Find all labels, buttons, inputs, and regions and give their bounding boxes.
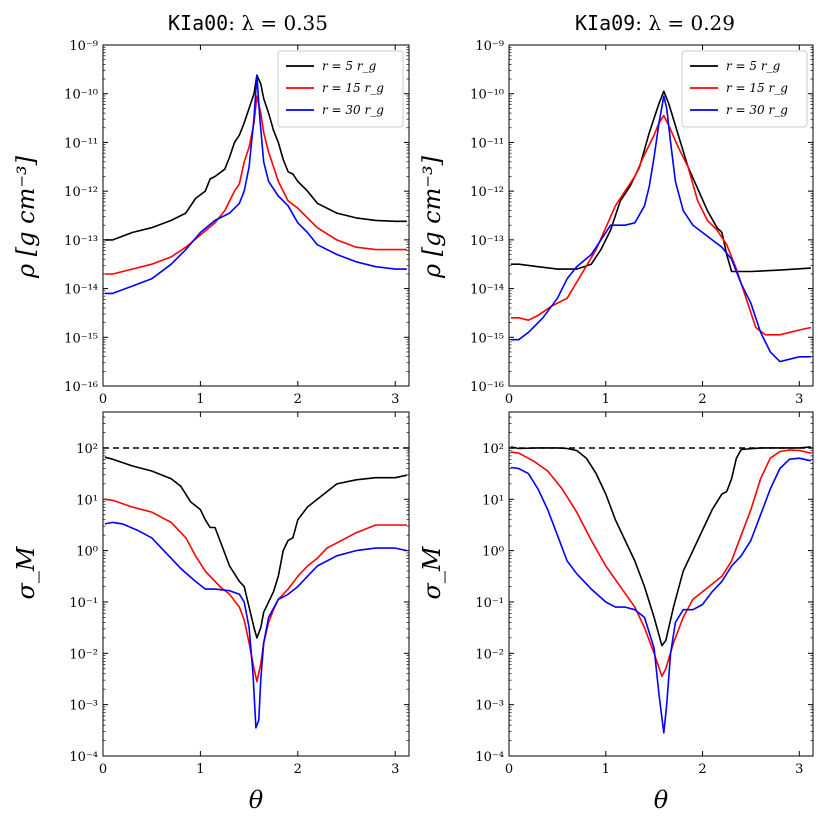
y-tick-label: 10⁻¹¹: [470, 136, 504, 151]
y-tick-label: 10⁻¹¹: [64, 136, 98, 151]
y-tick-label: 10⁻¹: [69, 596, 98, 611]
y-tick-label: 10⁻¹³: [470, 234, 504, 249]
y-tick-label: 10¹: [482, 493, 504, 508]
y-tick-label: 10⁻¹⁵: [64, 331, 98, 346]
x-tick-label: 2: [698, 392, 706, 407]
y-tick-label: 10²: [482, 442, 504, 457]
title-kia09: KIa09: λ = 0.29: [575, 11, 735, 35]
y-tick-label: 10⁻¹⁴: [64, 283, 98, 298]
legend-label-2: r = 30 r_g: [726, 103, 788, 117]
legend-box: [681, 50, 808, 128]
y-tick-label: 10⁻¹³: [64, 234, 98, 249]
series-line-0: [510, 446, 811, 647]
series-line-1: [510, 449, 812, 678]
x-tick-label: 0: [99, 392, 107, 407]
series-line-1: [104, 498, 407, 683]
panel-sigma-kia00: 10⁻⁴ 10⁻³ 10⁻² 10⁻¹ 10⁰ 10¹ 10² 0 1 2 3: [69, 411, 410, 777]
ylabel-sigma-right: σ_M: [418, 545, 446, 599]
plot-frame: [102, 411, 410, 757]
panel-density-kia09: 10⁻¹⁶ 10⁻¹⁵ 10⁻¹⁴ 10⁻¹³ 10⁻¹² 10⁻¹¹ 10⁻¹⁰ 10⁻⁹ 0…: [470, 39, 814, 407]
y-tick-label: 10⁻¹⁵: [470, 331, 504, 346]
plot-frame: [102, 44, 410, 387]
legend: r = 5 r_gr = 15 r_gr = 30 r_g: [277, 50, 404, 128]
series-line-0: [510, 90, 811, 273]
x-tick-label: 0: [99, 762, 107, 777]
y-tick-label: 10⁻¹⁶: [64, 380, 98, 395]
title-kia00: KIa00: λ = 0.35: [168, 11, 328, 35]
y-tick-label: 10⁻⁹: [475, 39, 504, 54]
legend-box: [277, 50, 404, 128]
ylabel-density-left: ρ [g cm⁻³]: [12, 155, 40, 279]
x-tick-label: 3: [391, 392, 399, 407]
x-tick-label: 0: [505, 392, 513, 407]
y-tick-label: 10⁻³: [69, 699, 98, 714]
y-tick-label: 10⁻⁴: [475, 750, 504, 765]
plot-frame: [508, 44, 814, 387]
y-tick-label: 10⁻²: [475, 647, 504, 662]
y-tick-label: 10⁻¹⁰: [64, 88, 98, 103]
x-tick-label: 1: [602, 392, 610, 407]
y-tick-label: 10⁰: [482, 545, 504, 560]
series-group: [104, 74, 407, 295]
legend-label-2: r = 30 r_g: [322, 103, 384, 117]
series-group: [104, 456, 408, 729]
x-tick-label: 3: [795, 392, 803, 407]
x-tick-label: 1: [196, 392, 204, 407]
series-line-1: [510, 114, 812, 336]
x-tick-label: 1: [602, 762, 610, 777]
legend-label-0: r = 5 r_g: [322, 59, 377, 73]
series-line-0: [104, 74, 407, 241]
series-group: [510, 446, 812, 734]
series-line-2: [104, 74, 407, 295]
panel-density-kia00: 10⁻¹⁶ 10⁻¹⁵ 10⁻¹⁴ 10⁻¹³ 10⁻¹² 10⁻¹¹ 10⁻¹⁰ 10⁻⁹ 0…: [64, 39, 410, 407]
y-tick-label: 10⁻²: [69, 647, 98, 662]
legend-label-0: r = 5 r_g: [726, 59, 781, 73]
x-tick-label: 2: [698, 762, 706, 777]
x-tick-label: 3: [795, 762, 803, 777]
legend: r = 5 r_gr = 15 r_gr = 30 r_g: [681, 50, 808, 128]
y-tick-label: 10⁻¹: [475, 596, 504, 611]
x-tick-label: 2: [294, 392, 302, 407]
series-line-2: [510, 95, 811, 363]
y-tick-label: 10⁻¹²: [470, 185, 504, 200]
xlabel-theta-right: θ: [654, 786, 669, 814]
plot-frame: [508, 411, 814, 757]
y-tick-label: 10⁻⁴: [69, 750, 98, 765]
ylabel-sigma-left: σ_M: [12, 545, 40, 599]
y-tick-label: 10⁰: [76, 545, 98, 560]
x-tick-label: 3: [391, 762, 399, 777]
legend-label-1: r = 15 r_g: [726, 81, 788, 95]
legend-label-1: r = 15 r_g: [322, 81, 384, 95]
y-tick-label: 10⁻¹⁶: [470, 380, 504, 395]
y-tick-label: 10⁻⁹: [69, 39, 98, 54]
y-tick-label: 10⁻¹⁰: [470, 88, 504, 103]
y-tick-label: 10⁻¹⁴: [470, 283, 504, 298]
panel-sigma-kia09: 10⁻⁴ 10⁻³ 10⁻² 10⁻¹ 10⁰ 10¹ 10² 0 1 2 3: [475, 411, 814, 777]
series-group: [510, 90, 812, 363]
y-tick-label: 10²: [76, 442, 98, 457]
x-tick-label: 2: [294, 762, 302, 777]
ylabel-density-right: ρ [g cm⁻³]: [418, 155, 446, 279]
y-tick-label: 10⁻¹²: [64, 185, 98, 200]
series-line-2: [104, 521, 408, 729]
series-line-2: [510, 457, 812, 734]
y-tick-label: 10¹: [76, 493, 98, 508]
x-tick-label: 1: [196, 762, 204, 777]
y-tick-label: 10⁻³: [475, 699, 504, 714]
xlabel-theta-left: θ: [249, 786, 264, 814]
series-line-0: [104, 456, 408, 639]
x-tick-label: 0: [505, 762, 513, 777]
